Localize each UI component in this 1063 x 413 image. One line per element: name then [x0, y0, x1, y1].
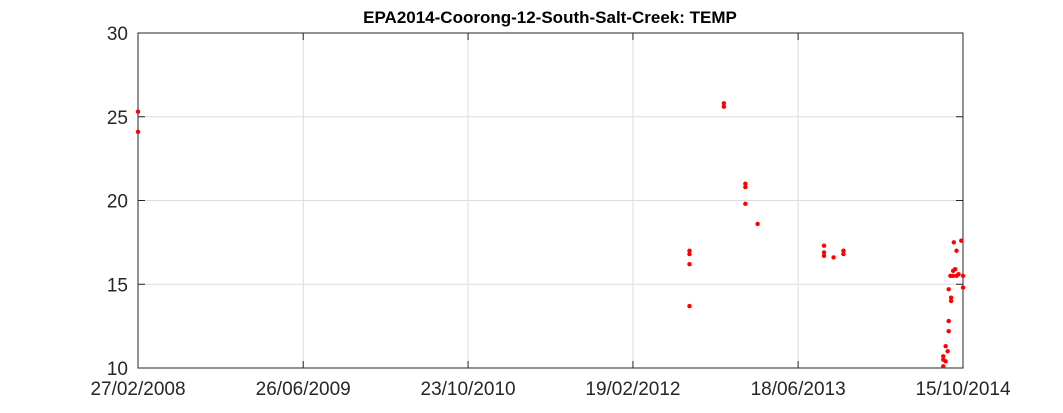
- data-point: [952, 266, 958, 272]
- data-point: [687, 261, 692, 267]
- data-point: [956, 272, 961, 277]
- data-point: [135, 109, 141, 114]
- data-point: [721, 101, 727, 106]
- data-point: [743, 181, 748, 186]
- data-point: [960, 285, 966, 290]
- data-point: [755, 221, 760, 227]
- x-tick-label: 15/10/2014: [915, 379, 1011, 400]
- y-tick-label: 30: [107, 24, 128, 45]
- data-point: [959, 238, 964, 243]
- data-point: [948, 295, 954, 300]
- data-point: [743, 201, 748, 207]
- data-point: [821, 253, 827, 258]
- data-point: [687, 248, 692, 253]
- y-tick-label: 10: [107, 359, 128, 380]
- data-point: [948, 298, 954, 304]
- data-point: [943, 359, 948, 364]
- x-tick-label: 26/06/2009: [256, 379, 351, 400]
- chart-title: EPA2014-Coorong-12-South-Salt-Creek: TEM…: [363, 8, 737, 27]
- data-point: [687, 303, 692, 309]
- data-points: [135, 101, 966, 369]
- data-point: [841, 248, 846, 253]
- axes-box: [137, 32, 964, 369]
- y-tick-label: 25: [107, 108, 128, 129]
- data-point: [721, 104, 727, 109]
- tick-labels: 27/02/2008 26/06/2009 23/10/2010 19/02/2012…: [90, 24, 1011, 400]
- data-point: [946, 287, 951, 292]
- data-point: [821, 243, 827, 248]
- data-point: [960, 273, 966, 279]
- y-tick-label: 15: [107, 275, 128, 296]
- data-point: [841, 251, 846, 257]
- data-point: [941, 354, 946, 359]
- data-point: [946, 318, 951, 324]
- x-tick-label: 23/10/2010: [421, 379, 516, 400]
- y-tick-label: 20: [107, 192, 128, 213]
- data-point: [946, 328, 951, 334]
- data-point: [743, 184, 748, 190]
- data-point: [954, 248, 959, 253]
- x-tick-label: 27/02/2008: [90, 379, 185, 400]
- data-point: [821, 250, 827, 255]
- data-point: [943, 344, 948, 349]
- data-point: [951, 240, 957, 245]
- axes: [137, 32, 964, 369]
- data-point: [941, 364, 946, 369]
- data-point: [945, 349, 950, 354]
- data-point: [687, 251, 692, 257]
- data-point: [950, 273, 956, 279]
- x-tick-label: 19/02/2012: [585, 379, 680, 400]
- data-point: [135, 129, 141, 135]
- data-point: [831, 255, 836, 260]
- x-tick-label: 18/06/2013: [751, 379, 846, 400]
